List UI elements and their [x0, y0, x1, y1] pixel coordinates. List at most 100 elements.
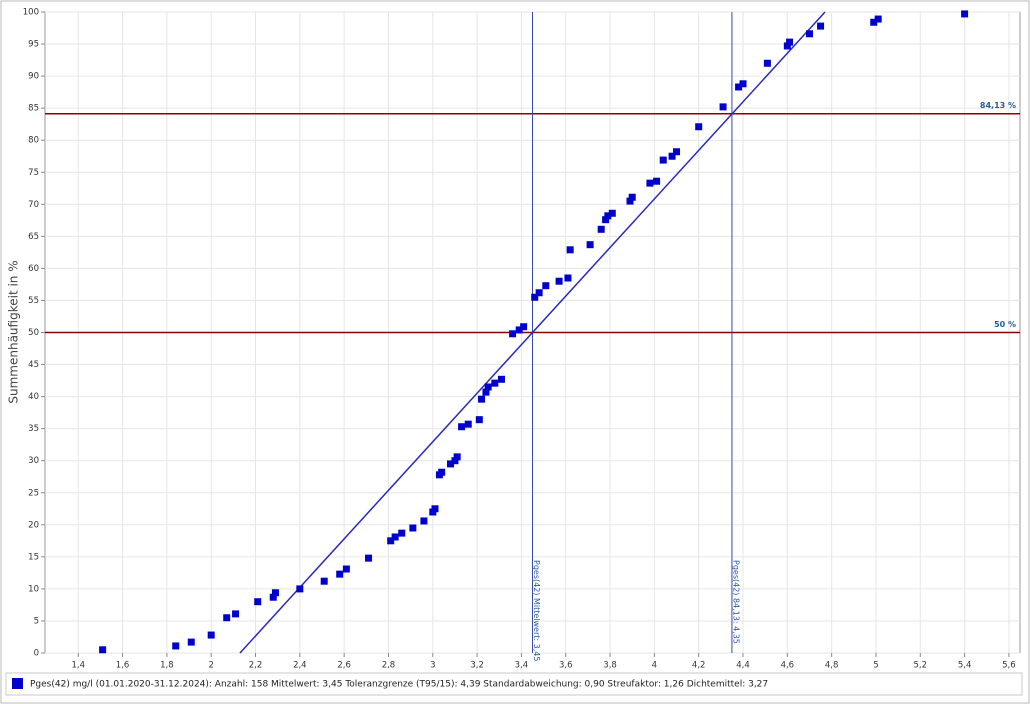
point	[626, 197, 634, 205]
y-tick-label: 0	[34, 649, 39, 659]
x-tick-label: 3	[430, 661, 435, 671]
point	[458, 423, 466, 431]
y-tick-label: 15	[28, 552, 39, 562]
point	[420, 517, 428, 525]
y-tick-label: 20	[28, 520, 39, 530]
reference-label: 50 %	[994, 320, 1016, 329]
x-tick-label: 1,4	[71, 661, 85, 671]
point	[604, 212, 612, 220]
point	[870, 18, 878, 26]
point	[653, 177, 661, 185]
x-tick-label: 3,8	[603, 661, 617, 671]
point	[659, 156, 667, 164]
x-tick-label: 5,4	[958, 661, 972, 671]
point	[447, 460, 455, 468]
point	[342, 565, 350, 573]
point	[735, 83, 743, 91]
reference-label: Pges(42) Mittelwert: 3,45	[532, 560, 541, 661]
point	[271, 589, 279, 597]
point	[646, 179, 654, 187]
x-tick-label: 2,4	[293, 661, 307, 671]
x-tick-label: 1,6	[116, 661, 130, 671]
point	[223, 614, 231, 622]
point	[254, 598, 262, 606]
y-tick-label: 85	[28, 104, 39, 114]
y-tick-label: 30	[28, 456, 39, 466]
point	[673, 148, 681, 156]
y-tick-label: 35	[28, 424, 39, 434]
fit-line	[239, 11, 826, 654]
point	[695, 123, 703, 131]
y-tick-label: 65	[28, 232, 39, 242]
y-tick-label: 90	[28, 72, 39, 82]
y-tick-label: 25	[28, 488, 39, 498]
x-tick-label: 5,6	[1002, 661, 1016, 671]
point	[296, 585, 304, 593]
legend-label: Pges(42) mg/l (01.01.2020-31.12.2024): A…	[30, 680, 768, 690]
y-tick-label: 5	[34, 616, 39, 626]
point	[602, 216, 610, 224]
point	[509, 330, 517, 338]
point	[475, 416, 483, 424]
y-tick-label: 80	[28, 136, 39, 146]
point	[269, 593, 277, 601]
point	[586, 241, 594, 249]
y-tick-label: 50	[28, 328, 39, 338]
y-tick-label: 95	[28, 40, 39, 50]
point	[874, 15, 882, 23]
reference-label: Pges(42) 84,13: 4,35	[731, 560, 740, 644]
x-tick-label: 4,4	[736, 661, 750, 671]
point	[566, 246, 574, 254]
point	[786, 38, 794, 46]
point	[531, 293, 539, 301]
point	[763, 59, 771, 67]
point	[336, 570, 344, 578]
point	[805, 30, 813, 38]
point	[739, 80, 747, 88]
point	[320, 577, 328, 585]
point	[555, 277, 563, 285]
point	[387, 537, 395, 545]
x-tick-label: 2	[208, 661, 213, 671]
reference-label: 84,13 %	[980, 101, 1016, 110]
y-axis-title: Summenhäufigkeit in %	[7, 260, 21, 403]
legend-swatch	[12, 678, 23, 689]
point	[431, 505, 439, 513]
point	[99, 646, 107, 654]
point	[484, 383, 492, 391]
point	[207, 631, 215, 639]
x-tick-label: 2,2	[249, 661, 263, 671]
point	[628, 193, 636, 201]
point	[453, 453, 461, 461]
point	[232, 610, 240, 618]
point	[535, 289, 543, 297]
point	[520, 323, 528, 331]
point	[668, 152, 676, 160]
x-tick-label: 4,6	[781, 661, 795, 671]
y-tick-label: 40	[28, 392, 39, 402]
point	[608, 209, 616, 217]
y-tick-label: 55	[28, 296, 39, 306]
x-tick-label: 4	[652, 661, 657, 671]
point	[478, 395, 486, 403]
x-tick-label: 5,2	[914, 661, 928, 671]
x-tick-label: 3,4	[515, 661, 529, 671]
x-tick-label: 3,2	[470, 661, 484, 671]
point	[564, 274, 572, 282]
point	[783, 42, 791, 50]
x-tick-label: 4,2	[692, 661, 706, 671]
y-tick-label: 100	[23, 8, 39, 18]
y-tick-label: 60	[28, 264, 39, 274]
y-tick-label: 75	[28, 168, 39, 178]
point	[464, 420, 472, 428]
point	[515, 326, 523, 334]
point	[187, 638, 195, 646]
point	[391, 533, 399, 541]
x-tick-label: 3,6	[559, 661, 573, 671]
point	[409, 524, 417, 532]
x-tick-label: 1,8	[160, 661, 174, 671]
point	[817, 22, 825, 30]
point	[398, 529, 406, 537]
point	[961, 10, 969, 18]
